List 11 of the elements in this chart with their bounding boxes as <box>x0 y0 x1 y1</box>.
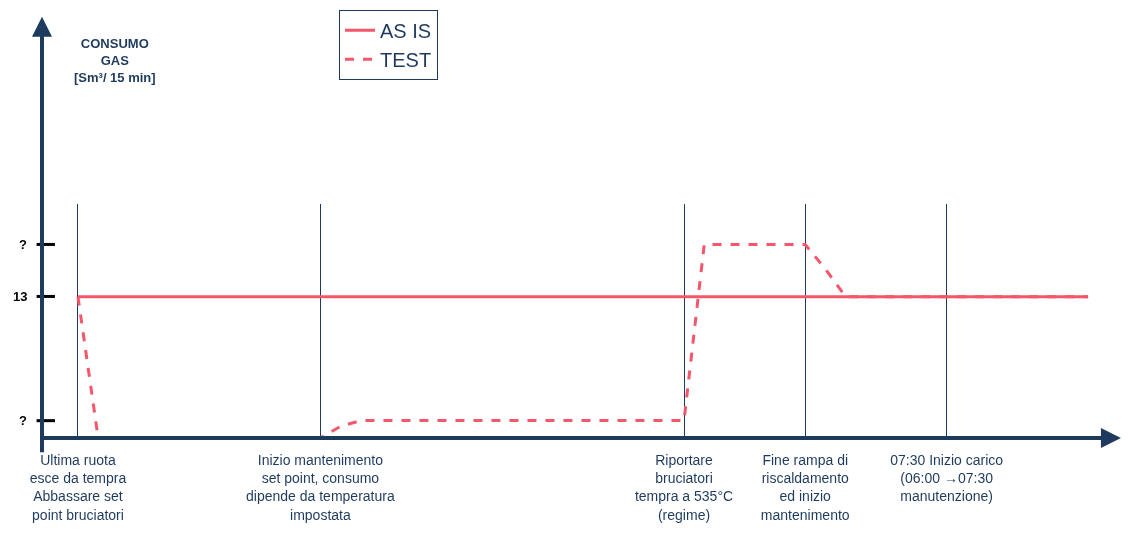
x-tick-label: 07:30 Inizio carico (06:00 →07:30 manutenzione) <box>890 452 1004 505</box>
x-tick-label: Ultima ruota esce da tempra Abbassare set point bruciatori <box>29 452 127 523</box>
text: 13 <box>13 289 28 304</box>
x-tick-label: Riportare bruciatori tempra a 535°C (regime) <box>634 452 734 523</box>
text: CONSUMO GAS [Sm³/ 15 min] <box>74 36 156 85</box>
legend-label: TEST <box>380 49 432 72</box>
legend-label: AS IS <box>380 20 432 43</box>
x-tick-label: Fine rampa di riscaldamento ed inizio mantenimento <box>760 452 850 523</box>
text: ? <box>19 237 27 252</box>
text: ? <box>19 413 27 428</box>
x-tick-label: Inizio mantenimento set point, consumo dipende da temperatura impostata <box>246 452 395 523</box>
